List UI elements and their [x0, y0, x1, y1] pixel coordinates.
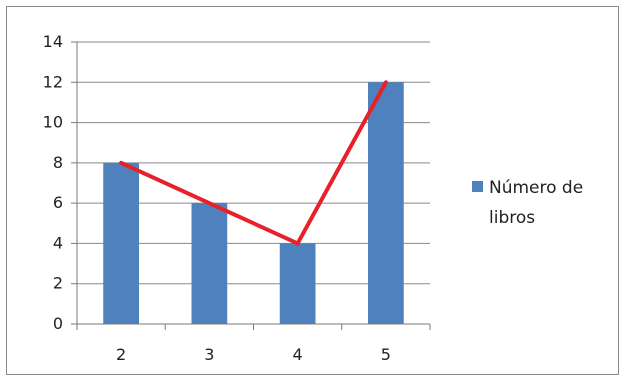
y-tick-label: 12 — [43, 72, 63, 91]
y-tick-labels: 0 2 4 6 8 10 12 14 — [43, 32, 63, 333]
legend: Número de libros — [472, 178, 583, 228]
y-tick-label: 8 — [53, 153, 63, 172]
trend-line — [119, 80, 388, 247]
y-tick-label: 2 — [53, 274, 63, 293]
legend-label-line-2: libros — [489, 208, 535, 228]
y-tick-label: 4 — [53, 233, 63, 252]
bar — [191, 203, 228, 324]
x-tick-label: 2 — [116, 345, 126, 364]
y-tick-label: 10 — [43, 113, 63, 132]
y-tick-label: 14 — [43, 32, 63, 51]
y-tick-label: 0 — [53, 314, 63, 333]
axes — [71, 41, 431, 330]
x-tick-label: 3 — [204, 345, 214, 364]
overlay-line — [119, 80, 388, 247]
legend-label-line-1: Número de — [489, 178, 583, 198]
bar — [368, 82, 404, 325]
x-tick-label: 5 — [381, 345, 391, 364]
bar — [279, 243, 316, 324]
x-tick-labels: 2 3 4 5 — [116, 345, 391, 364]
legend-swatch — [472, 181, 483, 192]
y-tick-label: 6 — [53, 193, 63, 212]
x-tick-label: 4 — [293, 345, 303, 364]
bar — [103, 162, 139, 324]
bars — [103, 82, 404, 325]
